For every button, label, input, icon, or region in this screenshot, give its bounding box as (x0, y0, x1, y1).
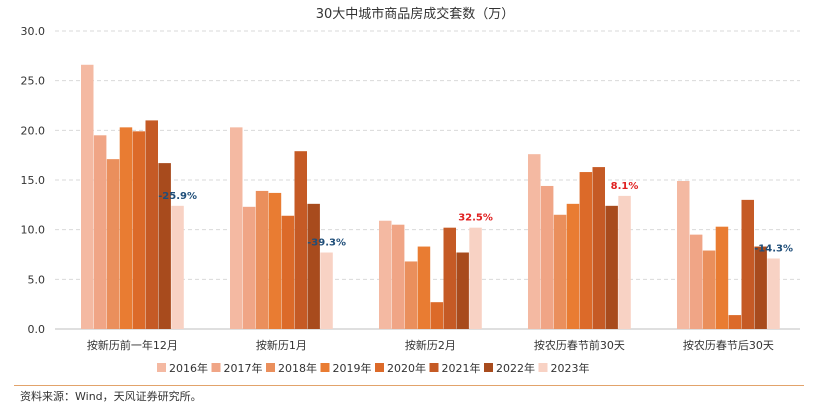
legend-label: 2022年 (496, 361, 535, 375)
bar-2016年-0 (81, 64, 94, 330)
bar-2022年-1 (307, 203, 320, 329)
bar-2022年-3 (605, 205, 618, 329)
bar-2022年-4 (754, 246, 767, 329)
legend-swatch (157, 363, 166, 372)
legend-swatch (211, 363, 221, 372)
legend-label: 2016年 (169, 361, 208, 375)
x-tick-label: 按新历2月 (405, 338, 456, 352)
bar-2019年-0 (119, 127, 133, 329)
bar-2016年-3 (528, 154, 541, 329)
bar-2019年-2 (417, 246, 431, 329)
bars (81, 64, 780, 330)
bar-2020年-0 (132, 131, 146, 329)
bar-2022年-0 (158, 163, 171, 329)
chart-title: 30大中城市商品房成交套数（万） (316, 6, 515, 22)
bar-2018年-3 (553, 214, 567, 329)
y-tick-label: 0.0 (28, 323, 46, 336)
bar-2019年-1 (268, 192, 282, 329)
y-tick-label: 10.0 (21, 224, 46, 237)
legend: 2016年 2017年 2018年 2019年 2020年 2021年 2022年 2023年 (157, 361, 590, 375)
legend-label: 2017年 (224, 361, 263, 375)
bar-2019年-4 (715, 226, 729, 329)
bar-2020年-2 (430, 302, 444, 329)
bar-2020年-1 (281, 215, 295, 329)
y-tick-label: 30.0 (21, 25, 46, 38)
legend-swatch (266, 363, 275, 372)
bar-2019年-3 (566, 203, 580, 329)
chart: 30大中城市商品房成交套数（万） 0.0 5.0 10.0 15.0 20.0 25.0 3… (21, 6, 800, 375)
bar-2021年-4 (741, 199, 754, 329)
bar-2020年-4 (728, 315, 742, 329)
legend-label: 2020年 (387, 361, 426, 375)
legend-label: 2018年 (278, 361, 317, 375)
legend-label: 2023年 (551, 361, 590, 375)
bar-2018年-2 (404, 261, 418, 329)
bar-2021年-0 (145, 120, 158, 330)
bar-2023年-0 (171, 205, 184, 329)
bar-2018年-0 (106, 159, 120, 329)
annotation-label: -25.9% (158, 191, 197, 202)
y-tick-label: 15.0 (21, 174, 46, 187)
x-tick-label: 按农历春节后30天 (683, 338, 774, 352)
legend-label: 2021年 (442, 361, 481, 375)
y-tick-label: 20.0 (21, 124, 46, 137)
bar-2021年-3 (592, 167, 605, 329)
legend-swatch (375, 363, 384, 372)
x-tick-label: 按农历春节前30天 (534, 338, 625, 352)
y-tick-label: 5.0 (28, 273, 46, 286)
annotations: -25.9% -39.3% 32.5% 8.1% -14.3% (158, 181, 793, 255)
bar-2023年-2 (469, 227, 482, 329)
bar-2017年-1 (242, 206, 256, 329)
bar-2016年-1 (230, 127, 243, 329)
bar-2021年-2 (443, 227, 456, 329)
annotation-label: -39.3% (307, 238, 346, 249)
source-note: 资料来源：Wind，天风证券研究所。 (20, 390, 202, 403)
legend-swatch (429, 363, 439, 372)
y-tick-label: 25.0 (21, 75, 46, 88)
bar-2017年-3 (540, 185, 554, 329)
bar-2018年-4 (702, 250, 716, 329)
bar-2016年-4 (677, 180, 690, 329)
bar-2022年-2 (456, 252, 469, 329)
legend-swatch (538, 363, 548, 372)
bar-2016年-2 (379, 220, 392, 329)
footer-divider (14, 385, 804, 386)
bar-2021年-1 (294, 151, 307, 329)
bar-2020年-3 (579, 172, 593, 329)
x-axis-labels: 按新历前一年12月 按新历1月 按新历2月 按农历春节前30天 按农历春节后30天 (87, 338, 774, 352)
annotation-label: 32.5% (458, 213, 493, 224)
legend-swatch (320, 363, 330, 372)
x-tick-label: 按新历1月 (256, 338, 307, 352)
legend-label: 2019年 (333, 361, 372, 375)
legend-swatch (484, 363, 493, 372)
annotation-label: 8.1% (611, 181, 639, 192)
x-tick-label: 按新历前一年12月 (87, 338, 178, 352)
bar-2017年-4 (689, 234, 703, 329)
bar-2023年-1 (320, 252, 333, 329)
bar-2017年-2 (391, 224, 405, 329)
bar-2018年-1 (255, 190, 269, 329)
bar-2017年-0 (93, 135, 107, 329)
bar-2023年-4 (767, 258, 780, 329)
bar-2023年-3 (618, 195, 631, 329)
annotation-label: -14.3% (754, 243, 793, 254)
